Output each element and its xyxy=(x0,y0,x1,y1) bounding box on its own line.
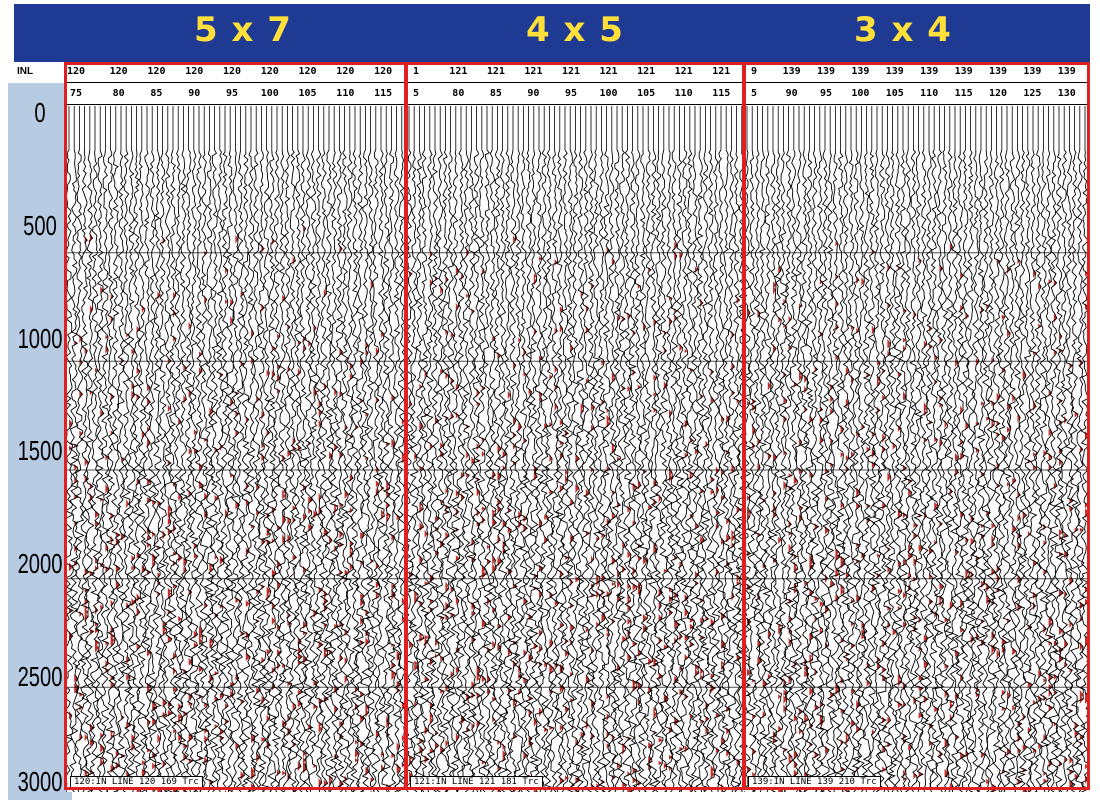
inline-value: 139 xyxy=(782,66,801,77)
inline-value: 1 xyxy=(412,66,420,77)
panel-title-3x4: 3 x 4 xyxy=(854,10,952,50)
trace-number: 80 xyxy=(452,88,465,99)
inline-value: 121 xyxy=(637,66,656,77)
inline-value: 139 xyxy=(1057,66,1076,77)
inline-value: 120 xyxy=(147,66,166,77)
trace-header-ticks xyxy=(68,106,403,150)
timing-line xyxy=(744,252,1088,688)
trace-number: 110 xyxy=(336,88,355,99)
panel-footer-label: 121:IN LINE 121 181 Trc xyxy=(410,776,543,788)
trace-number: 110 xyxy=(674,88,693,99)
panel-title-5x7: 5 x 7 xyxy=(194,10,292,50)
trace-number: 130 xyxy=(1057,88,1076,99)
trace-number: 100 xyxy=(599,88,618,99)
depth-axis-strip: 0 500 1000 1500 2000 2500 3000 xyxy=(8,83,72,800)
panel-title-4x5: 4 x 5 xyxy=(526,10,624,50)
inline-value: 120 xyxy=(185,66,204,77)
inline-value: 121 xyxy=(486,66,505,77)
inline-value: 120 xyxy=(336,66,355,77)
depth-tick-1000: 1000 xyxy=(17,323,63,354)
inline-value: 139 xyxy=(885,66,904,77)
trace-number: 90 xyxy=(785,88,798,99)
trace-number: 90 xyxy=(188,88,201,99)
panel-footer-label: 120:IN LINE 120 169 Trc xyxy=(70,776,203,788)
inline-value: 121 xyxy=(599,66,618,77)
timing-line xyxy=(406,252,744,688)
trace-wiggle xyxy=(406,149,744,792)
seismic-traces xyxy=(744,106,1088,792)
trace-number: 90 xyxy=(527,88,540,99)
trace-number: 80 xyxy=(112,88,125,99)
inline-value: 120 xyxy=(109,66,128,77)
depth-tick-0: 0 xyxy=(34,97,46,128)
wiggle-trace-display xyxy=(744,106,1088,792)
inline-header-row: 1 121 121 121 121 121 121 121 121 xyxy=(406,62,744,83)
seismic-panel-4x5: 1 121 121 121 121 121 121 121 121 5 80 85 90 95 100 10… xyxy=(406,62,744,792)
panel-footer-label: 139:IN LINE 139 210 Trc xyxy=(748,776,881,788)
trace-number: 100 xyxy=(260,88,279,99)
depth-tick-2000: 2000 xyxy=(17,548,63,579)
trace-wiggle xyxy=(744,149,1088,792)
trace-number: 75 xyxy=(69,88,83,99)
timing-line xyxy=(66,252,406,688)
trace-number: 115 xyxy=(374,88,393,99)
trace-header-row: 5 80 85 90 95 100 105 110 115 xyxy=(406,84,744,105)
trace-number: 85 xyxy=(489,88,502,99)
seismic-panel-3x4: 9 139 139 139 139 139 139 139 139 139 5 90 95 100 105… xyxy=(744,62,1088,792)
trace-number: 5 xyxy=(412,88,420,99)
inline-axis-label: INL xyxy=(17,66,34,77)
inline-value: 121 xyxy=(449,66,468,77)
inline-value: 139 xyxy=(1023,66,1042,77)
trace-number: 110 xyxy=(920,88,939,99)
trace-header-row: 5 90 95 100 105 110 115 120 125 130 xyxy=(744,84,1088,105)
inline-value: 139 xyxy=(851,66,870,77)
inline-value: 121 xyxy=(524,66,543,77)
inline-value: 9 xyxy=(750,66,758,77)
trace-number: 105 xyxy=(637,88,656,99)
header-bar: 5 x 7 4 x 5 3 x 4 xyxy=(14,4,1090,62)
inline-value: 139 xyxy=(816,66,836,77)
seismic-traces xyxy=(406,106,744,792)
inline-value: 139 xyxy=(988,66,1008,77)
inline-value: 121 xyxy=(674,66,693,77)
inline-value: 120 xyxy=(222,66,242,77)
wiggle-trace-display xyxy=(406,106,744,792)
inline-value: 120 xyxy=(298,66,317,77)
inline-value: 120 xyxy=(374,66,393,77)
wiggle-trace-display xyxy=(66,106,406,792)
trace-number: 105 xyxy=(298,88,317,99)
seismic-traces xyxy=(66,106,406,792)
trace-header-ticks xyxy=(408,106,743,150)
trace-number: 5 xyxy=(750,88,758,99)
trace-number: 125 xyxy=(1023,88,1042,99)
inline-header-row: 120 120 120 120 120 120 120 120 120 xyxy=(66,62,406,83)
inline-value: 121 xyxy=(561,66,581,77)
inline-value: 121 xyxy=(712,66,731,77)
depth-tick-2500: 2500 xyxy=(17,661,63,692)
trace-number: 85 xyxy=(150,88,163,99)
trace-number: 95 xyxy=(564,88,578,99)
inline-value: 139 xyxy=(954,66,973,77)
depth-tick-500: 500 xyxy=(23,210,57,241)
trace-number: 115 xyxy=(954,88,973,99)
seismic-panel-5x7: 120 120 120 120 120 120 120 120 120 75 80 85 90 95 10… xyxy=(66,62,406,792)
trace-number: 100 xyxy=(851,88,870,99)
inline-value: 139 xyxy=(920,66,939,77)
trace-header-ticks xyxy=(746,106,1086,150)
trace-number: 120 xyxy=(988,88,1008,99)
depth-tick-3000: 3000 xyxy=(17,766,63,797)
trace-number: 105 xyxy=(885,88,904,99)
inline-header-row: 9 139 139 139 139 139 139 139 139 139 xyxy=(744,62,1088,83)
trace-number: 115 xyxy=(712,88,731,99)
inline-value: 120 xyxy=(66,66,86,77)
inline-value: 120 xyxy=(260,66,279,77)
trace-number: 95 xyxy=(225,88,239,99)
trace-wiggle xyxy=(66,149,406,792)
trace-header-row: 75 80 85 90 95 100 105 110 115 xyxy=(66,84,406,105)
trace-number: 95 xyxy=(819,88,833,99)
depth-tick-1500: 1500 xyxy=(17,435,63,466)
